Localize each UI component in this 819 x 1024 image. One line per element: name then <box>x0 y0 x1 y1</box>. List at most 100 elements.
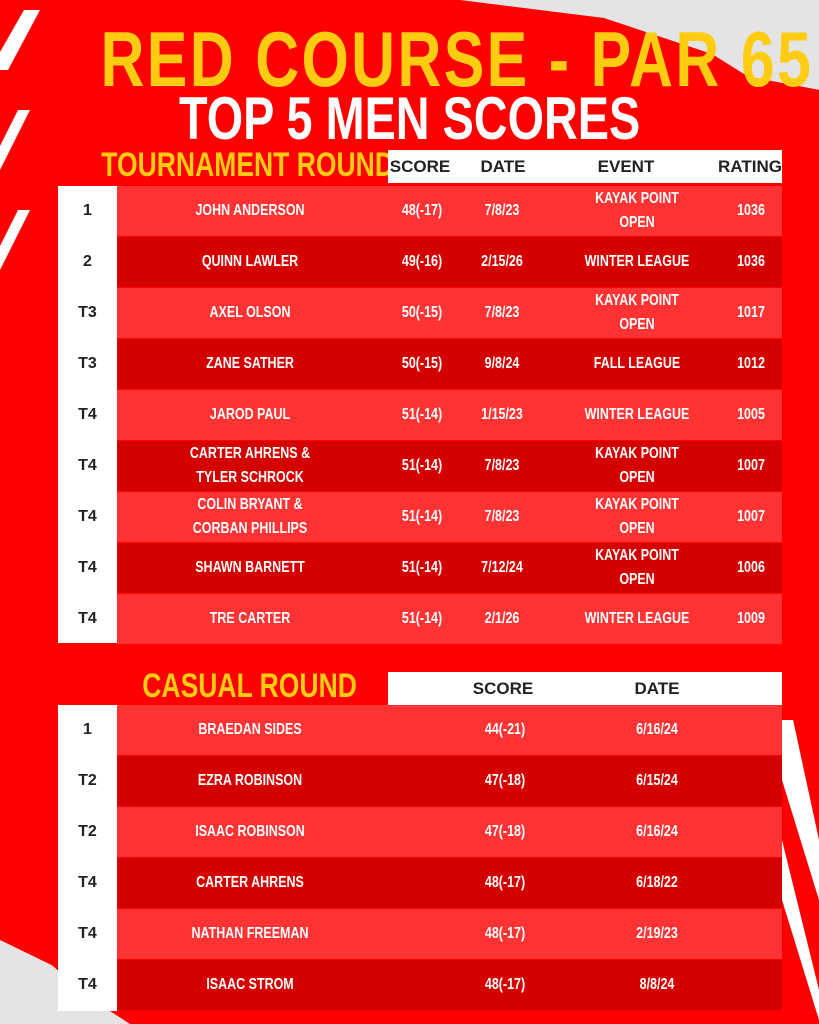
table-row: COLIN BRYANT & CORBAN PHILLIPS 51(-14) 7/8… <box>117 492 782 542</box>
date-cell: 7/8/23 <box>480 288 524 338</box>
rating: 1007 <box>737 457 765 474</box>
date: 7/8/23 <box>484 202 520 219</box>
date-cell: 7/12/24 <box>475 543 528 593</box>
table-row: AXEL OLSON 50(-15) 7/8/23 KAYAK POINT OPEN 1… <box>117 288 782 338</box>
name: CARTER AHRENS & TYLER SCHROCK <box>189 445 311 486</box>
date: 2/15/26 <box>481 253 523 270</box>
rank: T4 <box>78 610 97 627</box>
score-cell: 50(-15) <box>396 288 448 338</box>
table-row: ZANE SATHER 50(-15) 9/8/24 FALL LEAGUE 1012 <box>117 339 782 389</box>
score-cell: 44(-21) <box>479 705 531 755</box>
rating: 1036 <box>737 253 765 270</box>
rank: 1 <box>83 721 92 738</box>
score-cell: 48(-17) <box>479 960 531 1010</box>
name-cell: ISAAC STROM <box>194 960 306 1010</box>
score: 51(-14) <box>401 406 443 423</box>
rank: T4 <box>78 874 97 891</box>
score: 48(-17) <box>401 202 443 219</box>
event: KAYAK POINT OPEN <box>595 190 679 231</box>
table-row: NATHAN FREEMAN 48(-17) 2/19/23 <box>117 909 782 959</box>
col-score: SCORE <box>472 679 534 698</box>
stripe-decoration <box>782 720 819 1020</box>
date: 7/8/23 <box>484 304 520 321</box>
tournament-rank-column <box>58 186 117 643</box>
col-date: DATE <box>480 157 526 176</box>
col-rating: RATING <box>718 157 782 176</box>
score: 47(-18) <box>484 772 526 789</box>
date: 1/15/23 <box>481 406 523 423</box>
casual-header: SCORE DATE <box>388 672 782 705</box>
score: 51(-14) <box>401 559 443 576</box>
name-cell: JOHN ANDERSON <box>180 186 320 236</box>
rating: 1005 <box>737 406 765 423</box>
score: 48(-17) <box>484 925 526 942</box>
date-cell: 8/8/24 <box>635 960 679 1010</box>
name: ISAAC STROM <box>206 976 294 993</box>
rank: T4 <box>78 508 97 525</box>
name: JAROD PAUL <box>209 406 291 423</box>
score-cell: 47(-18) <box>479 807 531 857</box>
rating-cell: 1007 <box>733 492 769 542</box>
score-cell: 51(-14) <box>396 492 448 542</box>
table-row: EZRA ROBINSON 47(-18) 6/15/24 <box>117 756 782 806</box>
casual-rank-column <box>58 705 117 1011</box>
date: 8/8/24 <box>639 976 675 993</box>
event: KAYAK POINT OPEN <box>595 547 679 588</box>
event-cell: WINTER LEAGUE <box>570 594 704 644</box>
event-cell: WINTER LEAGUE <box>570 237 704 287</box>
rating-cell: 1006 <box>733 543 769 593</box>
name-cell: TRE CARTER <box>198 594 301 644</box>
score: 47(-18) <box>484 823 526 840</box>
name-cell: QUINN LAWLER <box>188 237 312 287</box>
name-cell: CARTER AHRENS <box>181 858 319 908</box>
name: AXEL OLSON <box>209 304 291 321</box>
table-row: QUINN LAWLER 49(-16) 2/15/26 WINTER LEAGUE 1… <box>117 237 782 287</box>
table-row: JAROD PAUL 51(-14) 1/15/23 WINTER LEAGUE 100… <box>117 390 782 440</box>
name-cell: EZRA ROBINSON <box>183 756 317 806</box>
table-row: JOHN ANDERSON 48(-17) 7/8/23 KAYAK POINT OP… <box>117 186 782 236</box>
date-cell: 6/15/24 <box>630 756 683 806</box>
score: 51(-14) <box>401 508 443 525</box>
date-cell: 9/8/24 <box>480 339 524 389</box>
rating-cell: 1012 <box>733 339 769 389</box>
name-cell: ZANE SATHER <box>194 339 307 389</box>
date: 9/8/24 <box>484 355 520 372</box>
rank: T4 <box>78 925 97 942</box>
rating: 1012 <box>737 355 765 372</box>
name-cell: ISAAC ROBINSON <box>180 807 320 857</box>
rating-cell: 1009 <box>733 594 769 644</box>
rank: T2 <box>78 823 97 840</box>
date-cell: 6/16/24 <box>630 705 683 755</box>
date: 6/16/24 <box>636 823 678 840</box>
name-cell: BRAEDAN SIDES <box>184 705 316 755</box>
score: 48(-17) <box>484 976 526 993</box>
rank: 1 <box>83 202 92 219</box>
name: CARTER AHRENS <box>196 874 304 891</box>
date: 7/8/23 <box>484 457 520 474</box>
table-row: CARTER AHRENS & TYLER SCHROCK 51(-14) 7/8/… <box>117 441 782 491</box>
score-cell: 48(-17) <box>479 858 531 908</box>
event-cell: KAYAK POINT OPEN <box>565 543 710 593</box>
table-row: ISAAC ROBINSON 47(-18) 6/16/24 <box>117 807 782 857</box>
name: SHAWN BARNETT <box>195 559 305 576</box>
score: 50(-15) <box>401 355 443 372</box>
score-cell: 47(-18) <box>479 756 531 806</box>
name: EZRA ROBINSON <box>197 772 303 789</box>
event: KAYAK POINT OPEN <box>595 496 679 537</box>
date: 6/15/24 <box>636 772 678 789</box>
rank: T3 <box>78 304 97 321</box>
name-cell: SHAWN BARNETT <box>180 543 320 593</box>
date: 7/8/23 <box>484 508 520 525</box>
score: 49(-16) <box>401 253 443 270</box>
page-title: RED COURSE - PAR 65 <box>100 15 814 103</box>
rank: T4 <box>78 559 97 576</box>
name: TRE CARTER <box>209 610 291 627</box>
event-cell: KAYAK POINT OPEN <box>565 186 710 236</box>
name-cell: NATHAN FREEMAN <box>175 909 325 959</box>
score-cell: 48(-17) <box>479 909 531 959</box>
score-cell: 49(-16) <box>396 237 448 287</box>
score-cell: 51(-14) <box>396 441 448 491</box>
date-cell: 2/19/23 <box>630 909 683 959</box>
rating-cell: 1036 <box>733 237 769 287</box>
score-cell: 51(-14) <box>396 594 448 644</box>
